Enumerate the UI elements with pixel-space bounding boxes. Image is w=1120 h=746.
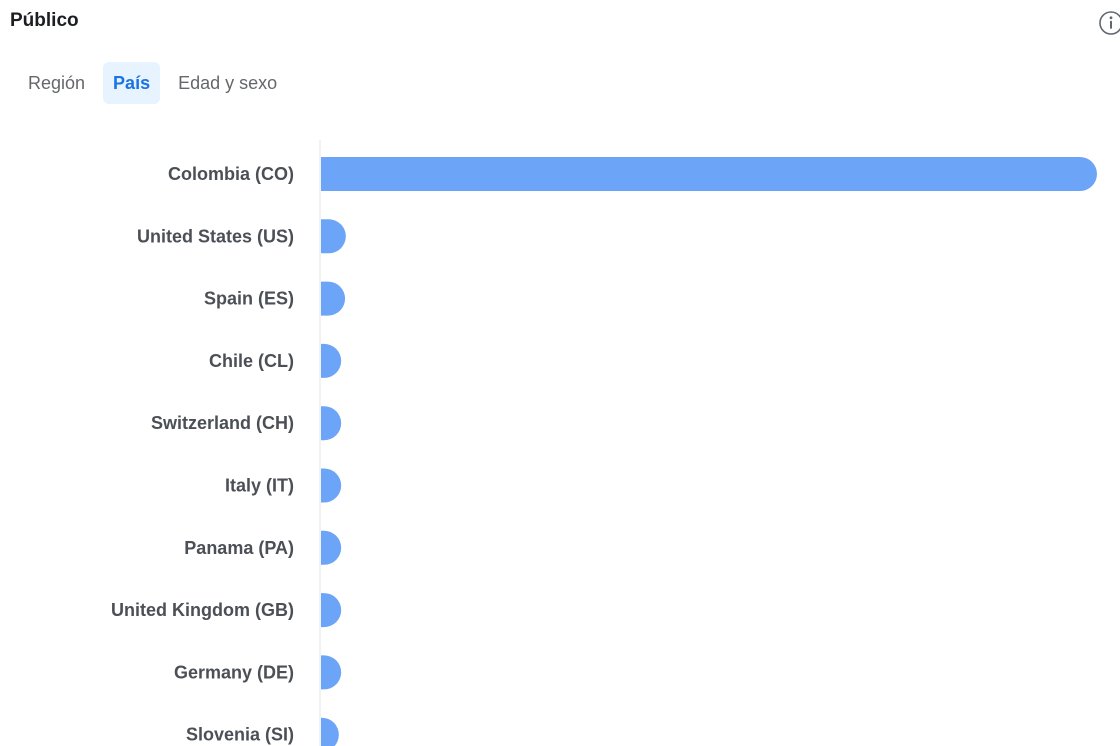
bar-label: Chile (CL) (209, 351, 294, 371)
bar[interactable] (321, 157, 1097, 191)
bar-label: Spain (ES) (204, 289, 294, 309)
tab-age-gender[interactable]: Edad y sexo (178, 73, 278, 93)
bar-label: Colombia (CO) (168, 164, 294, 184)
bar[interactable] (321, 468, 342, 503)
bar-label: Switzerland (CH) (151, 413, 294, 433)
bar-label: Germany (DE) (174, 662, 294, 682)
bar[interactable] (321, 655, 342, 690)
tab-region[interactable]: Región (28, 73, 86, 93)
info-icon[interactable] (1098, 10, 1120, 36)
bar[interactable] (321, 530, 342, 565)
bar-label: United Kingdom (GB) (111, 600, 294, 620)
tab-bar: Región País Edad y sexo (18, 62, 295, 104)
bar-label: Italy (IT) (225, 476, 294, 496)
bar[interactable] (321, 593, 342, 628)
bar[interactable] (321, 281, 346, 316)
page-title: Público (10, 10, 79, 31)
bar[interactable] (321, 406, 342, 441)
bar[interactable] (321, 219, 346, 254)
tab-country[interactable]: País (103, 62, 161, 104)
bar-label: Slovenia (SI) (186, 725, 294, 745)
bar-label: United States (US) (137, 226, 294, 246)
bar[interactable] (321, 343, 342, 378)
bar[interactable] (321, 717, 339, 746)
bar-label: Panama (PA) (184, 538, 294, 558)
